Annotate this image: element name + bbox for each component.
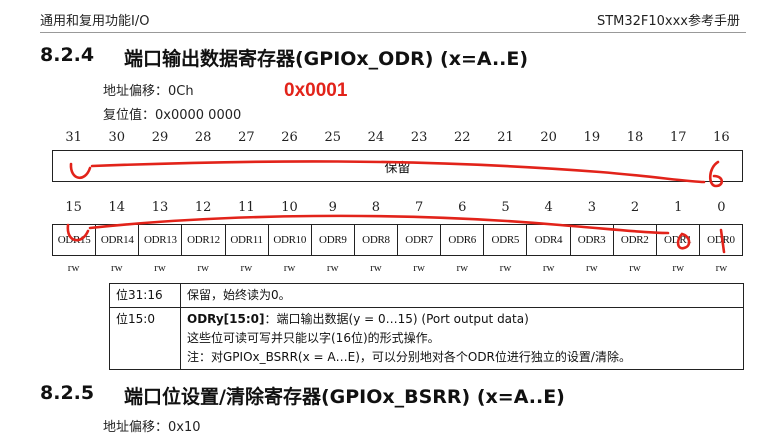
bits-cell: 位15:0	[109, 307, 181, 370]
field-cell: ODR10	[267, 225, 311, 255]
bit-number: 31	[65, 130, 82, 145]
section-title: 端口输出数据寄存器(GPIOx_ODR) (x=A..E)	[124, 48, 529, 70]
bit-number: 13	[151, 200, 169, 215]
access-label: rw	[67, 262, 80, 274]
field-cell: ODR5	[483, 225, 526, 255]
access-label: rw	[240, 262, 253, 274]
field-cell: ODR9	[310, 225, 354, 255]
access-label: rw	[586, 262, 598, 274]
table-row: 位31:16 保留，始终读为0。	[109, 283, 744, 308]
field-desc: ：端口输出数据(y = 0…15) (Port output data)	[264, 312, 529, 326]
access-label: rw	[629, 262, 641, 274]
bit-number: 0	[717, 200, 726, 215]
bits-cell: 位31:16	[109, 283, 181, 308]
reserved-label: 保留	[384, 160, 411, 176]
bit-number: 10	[281, 200, 298, 215]
description-table: 位31:16 保留，始终读为0。 位15:0 ODRy[15:0]：端口输出数据…	[109, 283, 744, 370]
field-cell: ODR7	[397, 225, 440, 255]
bit-number: 12	[194, 200, 212, 215]
bit-number: 28	[194, 130, 212, 145]
bit-number: 29	[151, 130, 169, 145]
access-label: rw	[715, 262, 728, 274]
bit-number: 15	[65, 200, 82, 215]
field-row: ODR15 ODR14 ODR13 ODR12 ODR11 ODR10 ODR9 ODR8 OD…	[52, 224, 743, 256]
bit-number: 14	[108, 200, 126, 215]
desc-cell: 保留，始终读为0。	[180, 283, 744, 308]
field-cell: ODR11	[224, 225, 268, 255]
field-name: ODRy[15:0]	[187, 312, 265, 326]
bit-number: 25	[324, 130, 341, 145]
bit-number: 4	[544, 200, 553, 215]
bit-number: 2	[630, 200, 640, 215]
bit-number: 21	[497, 130, 514, 145]
bit-number: 17	[669, 130, 687, 145]
bit-number: 5	[501, 200, 510, 215]
field-cell: ODR2	[612, 225, 656, 255]
access-label: rw	[456, 262, 469, 274]
access-label: rw	[283, 262, 296, 274]
access-label: rw	[413, 262, 425, 274]
field-cell: ODR6	[440, 225, 483, 255]
field-cell: ODR13	[138, 225, 181, 255]
bit-number: 3	[587, 200, 596, 215]
reset-value: 复位值：0x0000 0000	[103, 108, 242, 123]
field-cell: ODR0	[698, 225, 742, 255]
field-cell: ODR8	[353, 225, 397, 255]
bit-number: 1	[674, 200, 683, 215]
section2-title: 端口位设置/清除寄存器(GPIOx_BSRR) (x=A..E)	[124, 386, 565, 408]
header-rule	[40, 32, 746, 33]
handwritten-note: 0x0001	[284, 80, 348, 101]
section-number: 8.2.4	[40, 44, 95, 66]
desc-cell: ODRy[15:0]：端口输出数据(y = 0…15) (Port output…	[180, 307, 744, 370]
field-cell: ODR12	[181, 225, 224, 255]
access-label: rw	[370, 262, 382, 274]
field-note: 注：对GPIOx_BSRR(x = A…E)，可以分别地对各个ODR位进行独立的…	[187, 350, 631, 364]
page-header-left: 通用和复用功能I/O	[40, 14, 150, 29]
bit-number: 20	[540, 130, 557, 145]
access-label: rw	[110, 262, 123, 274]
field-cell: ODR3	[569, 225, 613, 255]
access-label: rw	[154, 262, 166, 274]
reserved-row: 保留	[52, 150, 743, 182]
bit-number: 24	[367, 130, 385, 145]
bit-number: 7	[414, 200, 424, 215]
field-cell: ODR14	[95, 225, 138, 255]
bit-number: 19	[583, 130, 601, 145]
bit-number: 27	[238, 130, 255, 145]
access-label: rw	[499, 262, 512, 274]
bit-number: 26	[281, 130, 298, 145]
bit-number: 23	[410, 130, 428, 145]
access-label: rw	[197, 262, 209, 274]
bit-number: 6	[458, 200, 467, 215]
section2-number: 8.2.5	[40, 382, 95, 404]
table-row: 位15:0 ODRy[15:0]：端口输出数据(y = 0…15) (Port …	[109, 307, 744, 370]
bit-number: 30	[108, 130, 126, 145]
bit-number: 16	[713, 130, 730, 145]
bit-number: 11	[238, 200, 255, 215]
access-label: rw	[326, 262, 339, 274]
bit-number: 8	[371, 200, 381, 215]
field-cell: ODR1	[655, 225, 699, 255]
field-desc-line2: 这些位可读可写并只能以字(16位)的形式操作。	[187, 331, 440, 345]
bit-number: 9	[328, 200, 337, 215]
bit-number: 18	[626, 130, 644, 145]
access-label: rw	[542, 262, 555, 274]
page-header-right: STM32F10xxx参考手册	[596, 14, 740, 29]
address-offset: 地址偏移：0Ch	[103, 84, 194, 99]
bit-number: 22	[454, 130, 471, 145]
access-label: rw	[672, 262, 685, 274]
field-cell: ODR15	[57, 234, 91, 246]
field-cell: ODR4	[526, 225, 569, 255]
